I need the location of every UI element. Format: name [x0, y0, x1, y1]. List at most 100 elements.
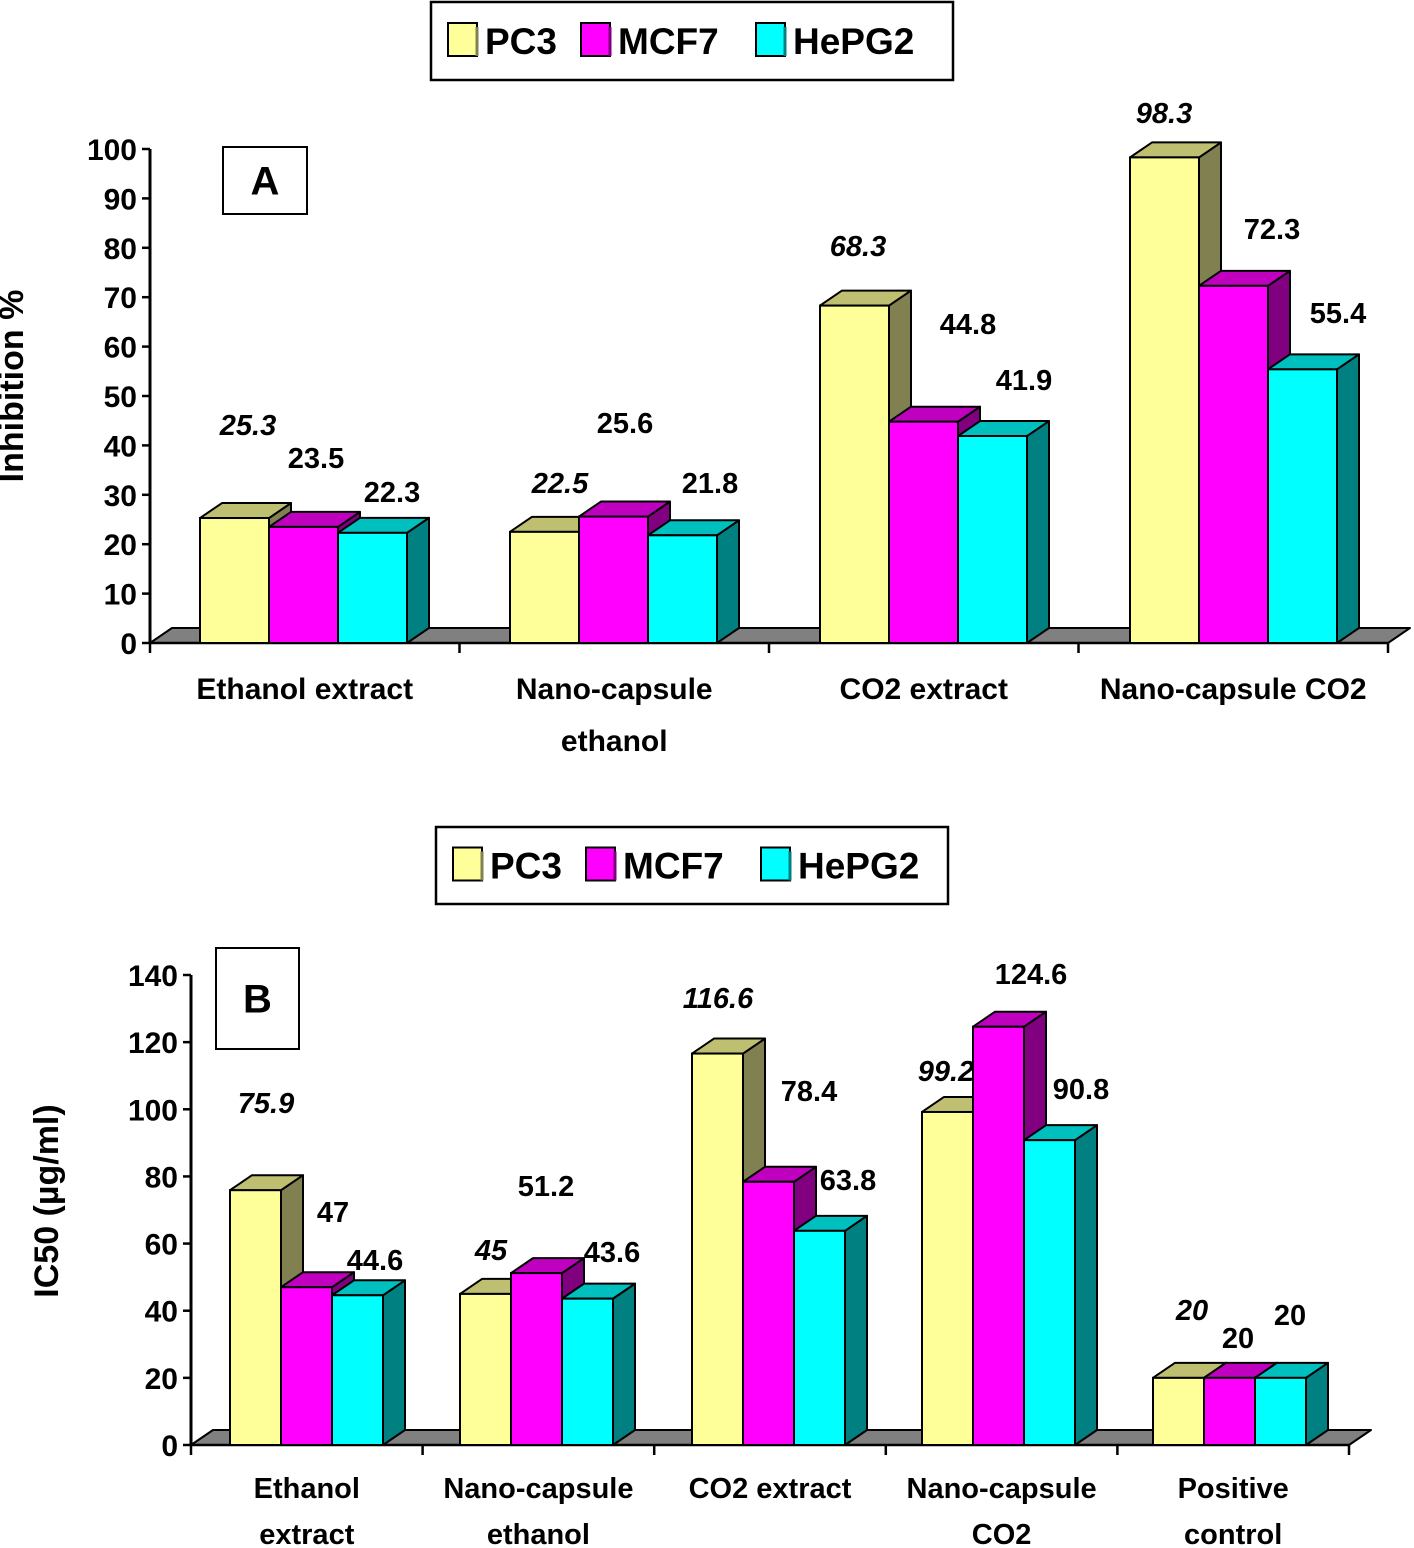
data-label-b-hepg2: 63.8: [820, 1165, 876, 1197]
y-tick-label-a: 20: [104, 529, 137, 562]
y-tick-label-b: 40: [145, 1296, 178, 1329]
data-label-b-pc3: 99.2: [918, 1056, 974, 1088]
bar-side-face: [1026, 420, 1050, 644]
bar-front-face: [1152, 1376, 1205, 1447]
y-tick-label-b: 140: [128, 960, 178, 993]
bar-front-face: [459, 1292, 512, 1447]
y-tick-label-a: 0: [120, 628, 137, 661]
data-label-b-mcf7: 78.4: [781, 1076, 837, 1108]
bar-front-face: [1203, 1376, 1256, 1447]
data-label-b-hepg2: 90.8: [1053, 1074, 1109, 1106]
legend-label-pc3: PC3: [490, 846, 562, 887]
panel-label-box-b: [215, 947, 300, 1050]
data-label-b-mcf7: 47: [317, 1197, 349, 1229]
bar-side-face: [716, 519, 740, 644]
x-category-label-b: Nano-capsule: [907, 1473, 1097, 1505]
data-label-a-pc3: 98.3: [1136, 98, 1192, 130]
bar-front-face: [578, 515, 649, 645]
y-tick-label-b: 20: [145, 1363, 178, 1396]
bar-side-face: [612, 1282, 636, 1446]
chart-panel-b: 0 20 40 60 80 100 120 140 Ethanol extract Nano-cap…: [28, 825, 1372, 1548]
data-label-b-pc3: 20: [1175, 1295, 1208, 1327]
bar-b-hepg2: [1023, 1124, 1098, 1446]
bar-side-face: [1336, 353, 1360, 644]
panel-label-a: A: [251, 160, 280, 204]
y-tick-label-a: 80: [104, 233, 137, 266]
legend-swatch-hepg2: [755, 22, 786, 57]
data-label-b-pc3: 45: [474, 1235, 508, 1267]
y-tick-label-a: 10: [104, 579, 137, 612]
y-tick-label-b: 120: [128, 1027, 178, 1060]
legend-label-mcf7: MCF7: [618, 21, 719, 62]
y-tick-label-b: 80: [145, 1161, 178, 1194]
bar-a-hepg2: [1267, 353, 1360, 644]
bar-front-face: [888, 420, 959, 644]
data-label-a-hepg2: 21.8: [682, 468, 738, 500]
x-category-label-a: ethanol: [561, 725, 668, 758]
x-category-label-a: Nano-capsule CO2: [1100, 673, 1367, 706]
bar-front-face: [1129, 156, 1200, 644]
y-tick-label-a: 100: [87, 134, 137, 167]
data-label-a-pc3: 22.5: [531, 468, 589, 500]
data-label-a-pc3: 25.3: [219, 410, 276, 442]
x-category-label-a: Ethanol extract: [196, 673, 413, 706]
bar-front-face: [509, 530, 580, 644]
legend-a: PC3 MCF7 HePG2: [429, 0, 955, 82]
bar-front-face: [742, 1180, 795, 1447]
data-label-a-hepg2: 22.3: [364, 477, 420, 509]
bar-front-face: [972, 1025, 1025, 1446]
data-label-a-hepg2: 41.9: [996, 365, 1052, 397]
bar-a-hepg2: [957, 420, 1050, 644]
x-category-label-b: control: [1184, 1519, 1282, 1548]
data-label-a-mcf7: 23.5: [288, 443, 344, 475]
data-label-b-pc3: 116.6: [683, 983, 754, 1015]
bar-front-face: [280, 1286, 333, 1446]
bar-front-face: [1254, 1376, 1307, 1447]
y-tick-label-a: 70: [104, 282, 137, 315]
y-tick-label-b: 60: [145, 1229, 178, 1262]
data-label-b-mcf7: 20: [1222, 1323, 1254, 1355]
bar-front-face: [819, 304, 890, 644]
data-label-a-mcf7: 72.3: [1244, 214, 1300, 246]
x-category-label-b: Nano-capsule: [443, 1473, 633, 1505]
legend-label-hepg2: HePG2: [798, 846, 919, 887]
x-category-label-b: ethanol: [487, 1519, 590, 1548]
y-tick-label-a: 60: [104, 332, 137, 365]
legend-swatch-mcf7: [580, 22, 611, 57]
bar-b-hepg2: [331, 1279, 406, 1447]
bar-a-hepg2: [647, 519, 740, 644]
y-tick-label-b: 0: [161, 1430, 178, 1463]
y-tick-label-a: 50: [104, 381, 137, 414]
legend-swatch-pc3: [452, 846, 483, 882]
bar-front-face: [337, 531, 408, 645]
data-label-a-mcf7: 25.6: [597, 408, 653, 440]
legend-label-mcf7: MCF7: [623, 846, 724, 887]
bar-b-hepg2: [561, 1282, 636, 1446]
y-axis-title-b: IC50 (µg/ml): [28, 1104, 66, 1297]
bar-side-face: [406, 516, 430, 644]
x-category-label-b: Positive: [1178, 1473, 1289, 1505]
panel-label-box-a: [222, 146, 308, 215]
bar-front-face: [268, 525, 339, 644]
x-category-label-b: Ethanol: [254, 1473, 360, 1505]
data-label-b-hepg2: 20: [1274, 1300, 1306, 1332]
bar-front-face: [1023, 1139, 1076, 1446]
chart-panel-a: 0 10 20 30 40 50 60 70 80 90 100 Ethanol extract Nan…: [0, 0, 1411, 758]
bar-side-face: [844, 1214, 868, 1446]
x-category-label-b: CO2 extract: [689, 1473, 852, 1505]
bar-front-face: [957, 435, 1028, 644]
bar-front-face: [510, 1272, 563, 1446]
data-label-a-pc3: 68.3: [830, 231, 886, 263]
y-axis-title-a: Inhibition %: [0, 290, 31, 483]
legend-box: [429, 0, 955, 82]
bar-side-face: [1074, 1124, 1098, 1446]
bar-b-hepg2: [793, 1214, 868, 1447]
panel-label-b: B: [243, 978, 272, 1022]
bar-front-face: [793, 1229, 846, 1447]
bar-a-hepg2: [337, 516, 430, 645]
bar-front-face: [1267, 368, 1338, 644]
data-label-a-mcf7: 44.8: [940, 309, 996, 341]
data-label-a-hepg2: 55.4: [1310, 298, 1366, 330]
data-label-b-hepg2: 43.6: [584, 1237, 640, 1269]
